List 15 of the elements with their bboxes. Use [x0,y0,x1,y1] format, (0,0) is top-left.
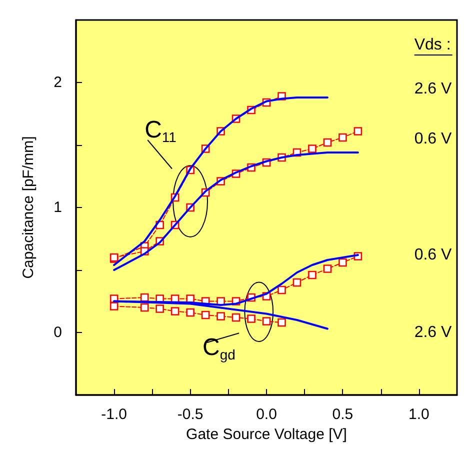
annotation: 2.6 V [414,324,452,341]
y-tick-label: 0 [54,324,62,341]
annotation: 0.6 V [414,130,452,148]
x-axis-title: Gate Source Voltage [V] [186,426,347,443]
annotation: Vds : [414,36,451,54]
annotation: 0.6 V [414,246,452,264]
annotation: 2.6 V [414,80,452,98]
x-tick-label: -0.5 [177,406,204,423]
x-tick-label: -1.0 [101,406,128,423]
x-tick-label: 1.0 [408,406,430,423]
x-tick-label: 0.0 [256,406,277,423]
x-tick-label: 0.5 [332,406,354,423]
y-tick-label: 2 [54,74,62,91]
y-tick-label: 1 [54,199,62,216]
y-axis-title: Capacitance [pF/mm] [20,136,37,279]
